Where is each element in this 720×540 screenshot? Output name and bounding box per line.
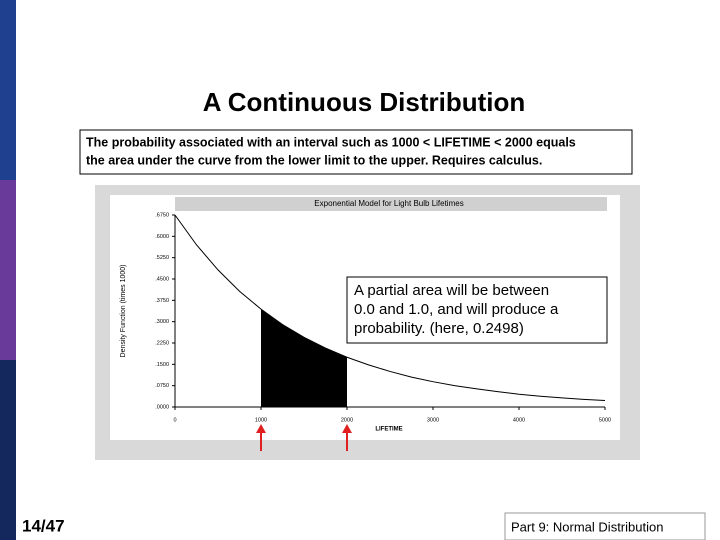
y-tick-label: .6000 [155, 234, 169, 240]
chart-title: Exponential Model for Light Bulb Lifetim… [314, 199, 463, 208]
annotation-text: A partial area will be between [354, 282, 549, 299]
y-axis-label: Density Function (times 1000) [120, 265, 127, 358]
x-axis-label: LIFETIME [375, 427, 402, 433]
y-tick-label: .6750 [155, 212, 169, 218]
y-tick-label: .5250 [155, 255, 169, 261]
x-tick-label: 2000 [341, 417, 353, 423]
annotation-text: probability. (here, 0.2498) [354, 320, 524, 337]
side-bar [0, 360, 16, 540]
chart-header [175, 197, 607, 211]
annotation-text: 0.0 and 1.0, and will produce a [354, 301, 559, 318]
y-tick-label: .3750 [155, 298, 169, 304]
side-bar [0, 180, 16, 360]
footer: Part 9: Normal Distribution [511, 519, 663, 534]
x-tick-label: 5000 [599, 417, 611, 423]
footer-box [504, 512, 706, 540]
arrow-head [342, 424, 352, 433]
x-tick-label: 0 [173, 417, 176, 423]
y-tick-label: .1500 [155, 362, 169, 368]
y-tick-label: .3000 [155, 319, 169, 325]
shaded-area [261, 309, 347, 407]
arrow-head [256, 424, 266, 433]
y-tick-label: .0750 [155, 383, 169, 389]
x-tick-label: 4000 [513, 417, 525, 423]
slide-title: A Continuous Distribution [203, 87, 526, 117]
callout-text: The probability associated with an inter… [86, 135, 576, 149]
y-tick-label: .0000 [155, 404, 169, 410]
annotation-box [346, 276, 608, 344]
y-tick-label: .4500 [155, 276, 169, 282]
page-number: 14/47 [22, 516, 65, 535]
curve [174, 214, 606, 401]
x-tick-label: 1000 [255, 417, 267, 423]
callout-box [79, 129, 633, 175]
x-tick-label: 3000 [427, 417, 439, 423]
callout-text: the area under the curve from the lower … [86, 153, 542, 167]
y-tick-label: .2250 [155, 340, 169, 346]
side-bar [0, 0, 16, 180]
